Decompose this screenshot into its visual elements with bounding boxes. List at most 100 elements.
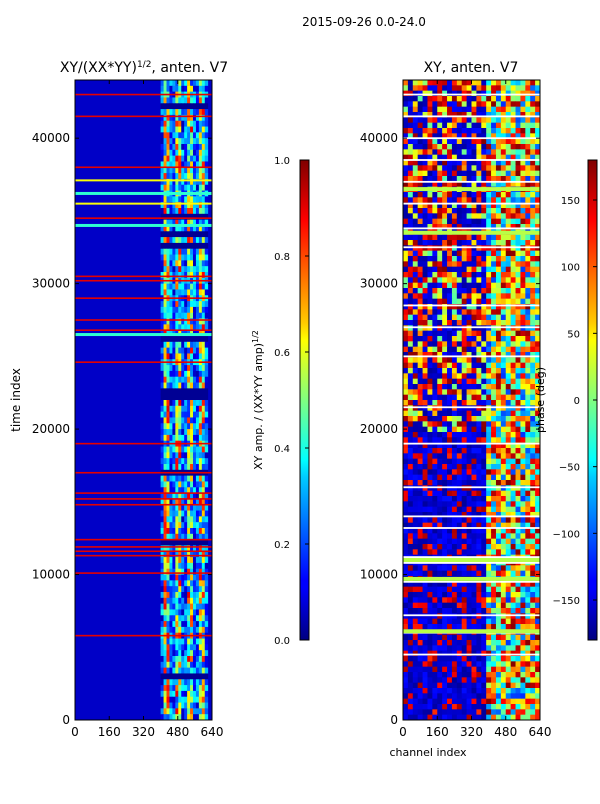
left-heatmap-cell — [190, 185, 193, 191]
right-heatmap-cell — [511, 379, 516, 385]
left-heatmap-cell — [196, 505, 199, 511]
left-heatmap-cell — [175, 528, 178, 534]
right-heatmap-cell — [525, 667, 530, 673]
right-heatmap-cell — [413, 208, 418, 214]
left-heatmap-cell — [169, 103, 172, 109]
left-heatmap-cell — [172, 662, 175, 668]
right-heatmap-cell — [408, 219, 413, 225]
right-heatmap-cell — [432, 117, 437, 123]
right-heatmap-cell — [481, 245, 486, 251]
left-heatmap-cell — [175, 580, 178, 586]
right-heatmap-cell — [457, 533, 462, 539]
right-heatmap-cell — [506, 608, 511, 614]
right-heatmap-cell — [530, 171, 535, 177]
right-heatmap-cell — [447, 213, 452, 219]
right-heatmap-cell — [462, 139, 467, 145]
right-heatmap-cell — [506, 373, 511, 379]
left-heatmap-cell — [199, 644, 202, 650]
left-heatmap-cell — [169, 522, 172, 528]
left-heatmap-cell — [199, 679, 202, 685]
right-heatmap-cell — [427, 197, 432, 203]
left-heatmap-cell — [169, 458, 172, 464]
right-heatmap-cell — [457, 400, 462, 406]
right-heatmap-cell — [501, 315, 506, 321]
right-heatmap-cell — [486, 176, 491, 182]
right-heatmap-cell — [467, 139, 472, 145]
left-heatmap-cell — [202, 650, 205, 656]
left-heatmap-cell — [202, 353, 205, 359]
right-heatmap-cell — [516, 608, 521, 614]
left-heatmap-cell — [164, 342, 167, 348]
left-heatmap-cell — [193, 627, 196, 633]
right-heatmap-cell — [506, 368, 511, 374]
left-heatmap-cell — [205, 266, 208, 272]
left-heatmap-cell — [184, 289, 187, 295]
right-heatmap-cell — [491, 368, 496, 374]
left-heatmap-cell — [184, 342, 187, 348]
right-heatmap-cell — [423, 485, 428, 491]
right-heatmap-cell — [427, 256, 432, 262]
left-ytick-label: 0 — [62, 713, 70, 727]
left-heatmap-cell — [175, 121, 178, 127]
right-heatmap-cell — [501, 123, 506, 129]
right-heatmap-cell — [501, 261, 506, 267]
left-heatmap-cell — [193, 662, 196, 668]
right-heatmap-cell — [520, 363, 525, 369]
left-heatmap-cell — [190, 138, 193, 144]
right-heatmap-cell — [516, 256, 521, 262]
right-heatmap-cell — [462, 80, 467, 86]
right-heatmap-cell — [427, 117, 432, 123]
right-heatmap-cell — [467, 672, 472, 678]
right-heatmap-cell — [530, 624, 535, 630]
left-heatmap-cell — [193, 214, 196, 220]
right-heatmap-cell — [481, 437, 486, 443]
right-heatmap-cell — [476, 315, 481, 321]
left-heatmap-cell — [205, 231, 208, 237]
right-heatmap-cell — [481, 491, 486, 497]
left-heatmap-cell — [193, 609, 196, 615]
right-heatmap-cell — [525, 539, 530, 545]
right-heatmap-cell — [472, 517, 477, 523]
right-heatmap-cell — [423, 165, 428, 171]
right-heatmap-cell — [457, 667, 462, 673]
left-heatmap-cell — [181, 580, 184, 586]
right-heatmap-cell — [481, 651, 486, 657]
right-heatmap-cell — [462, 96, 467, 102]
right-heatmap-cell — [472, 197, 477, 203]
right-heatmap-cell — [432, 171, 437, 177]
left-heatmap-cell — [196, 609, 199, 615]
left-heatmap-cell — [169, 575, 172, 581]
left-heatmap-cell — [196, 697, 199, 703]
left-heatmap-cell — [196, 255, 199, 261]
right-heatmap-cell — [423, 325, 428, 331]
left-heatmap-cell — [164, 685, 167, 691]
right-heatmap-cell — [530, 213, 535, 219]
left-heatmap-cell — [181, 481, 184, 487]
left-heatmap-cell — [199, 255, 202, 261]
left-heatmap-cell — [161, 109, 164, 115]
left-heatmap-cell — [187, 208, 190, 214]
right-heatmap-cell — [486, 432, 491, 438]
right-heatmap-cell — [501, 496, 506, 502]
left-heatmap-cell — [172, 604, 175, 610]
right-heatmap-cell — [476, 635, 481, 641]
right-heatmap-cell — [476, 501, 481, 507]
right-heatmap-cell — [413, 315, 418, 321]
right-heatmap-cell — [413, 341, 418, 347]
right-heatmap-cell — [530, 80, 535, 86]
right-heatmap-cell — [427, 107, 432, 113]
left-heatmap-cell — [193, 185, 196, 191]
right-heatmap-cell — [520, 240, 525, 246]
right-heatmap-cell — [491, 165, 496, 171]
left-heatmap-cell — [178, 639, 181, 645]
left-heatmap-cell — [196, 511, 199, 517]
right-heatmap-cell — [408, 272, 413, 278]
left-heatmap-cell — [181, 173, 184, 179]
right-heatmap-cell — [408, 117, 413, 123]
left-heatmap-cell — [205, 284, 208, 290]
right-heatmap-cell — [491, 667, 496, 673]
right-heatmap-cell — [418, 357, 423, 363]
right-heatmap-cell — [472, 267, 477, 273]
right-heatmap-cell — [408, 432, 413, 438]
right-heatmap-cell — [418, 544, 423, 550]
